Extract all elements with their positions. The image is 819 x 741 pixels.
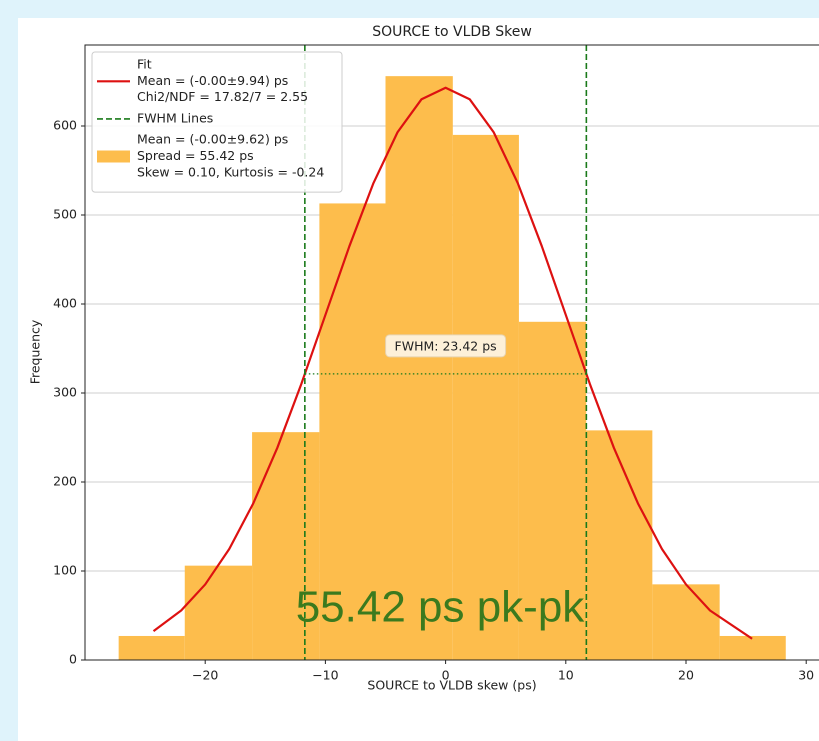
y-tick-label: 400 (53, 295, 77, 310)
bar (719, 635, 786, 660)
x-tick-label: 10 (558, 668, 574, 683)
legend-label: FWHM Lines (137, 110, 213, 125)
y-tick-label: 100 (53, 562, 77, 577)
x-tick-label: 0 (442, 668, 450, 683)
y-tick-label: 200 (53, 473, 77, 488)
annotation: FWHM: 23.42 ps (395, 338, 497, 353)
legend-label: Spread = 55.42 ps (137, 148, 254, 163)
bar (118, 635, 185, 660)
bar (452, 134, 519, 660)
x-tick-label: 30 (798, 668, 814, 683)
bar (518, 321, 587, 660)
x-axis-label: SOURCE to VLDB skew (ps) (367, 678, 536, 693)
fit-curve (152, 86, 753, 640)
legend-box (91, 51, 343, 193)
annotation-box (385, 334, 507, 358)
bar (184, 565, 253, 660)
x-tick-label: −20 (192, 668, 218, 683)
legend-label: Mean = (-0.00±9.62) ps (137, 132, 288, 147)
axes-frame (84, 44, 819, 661)
y-axis-label: Frequency (28, 319, 43, 384)
bar (252, 432, 320, 660)
bar (652, 584, 720, 660)
legend-label: Chi2/NDF = 17.82/7 = 2.55 (137, 89, 308, 104)
y-tick-label: 0 (69, 652, 77, 667)
bar (319, 203, 386, 660)
bar (586, 430, 653, 660)
legend-label: Fit (137, 57, 152, 72)
x-tick-label: −10 (312, 668, 338, 683)
overlay-text: 55.42 ps pk-pk (296, 583, 586, 632)
y-tick-label: 500 (53, 206, 77, 221)
bar (385, 76, 453, 660)
legend-label: Mean = (-0.00±9.94) ps (137, 73, 288, 88)
x-tick-label: 20 (678, 668, 694, 683)
y-tick-label: 600 (53, 117, 77, 132)
y-tick-label: 300 (53, 384, 77, 399)
chart-title: SOURCE to VLDB Skew (372, 24, 532, 40)
legend-swatch (97, 150, 130, 163)
legend-label: Skew = 0.10, Kurtosis = -0.24 (137, 164, 324, 179)
